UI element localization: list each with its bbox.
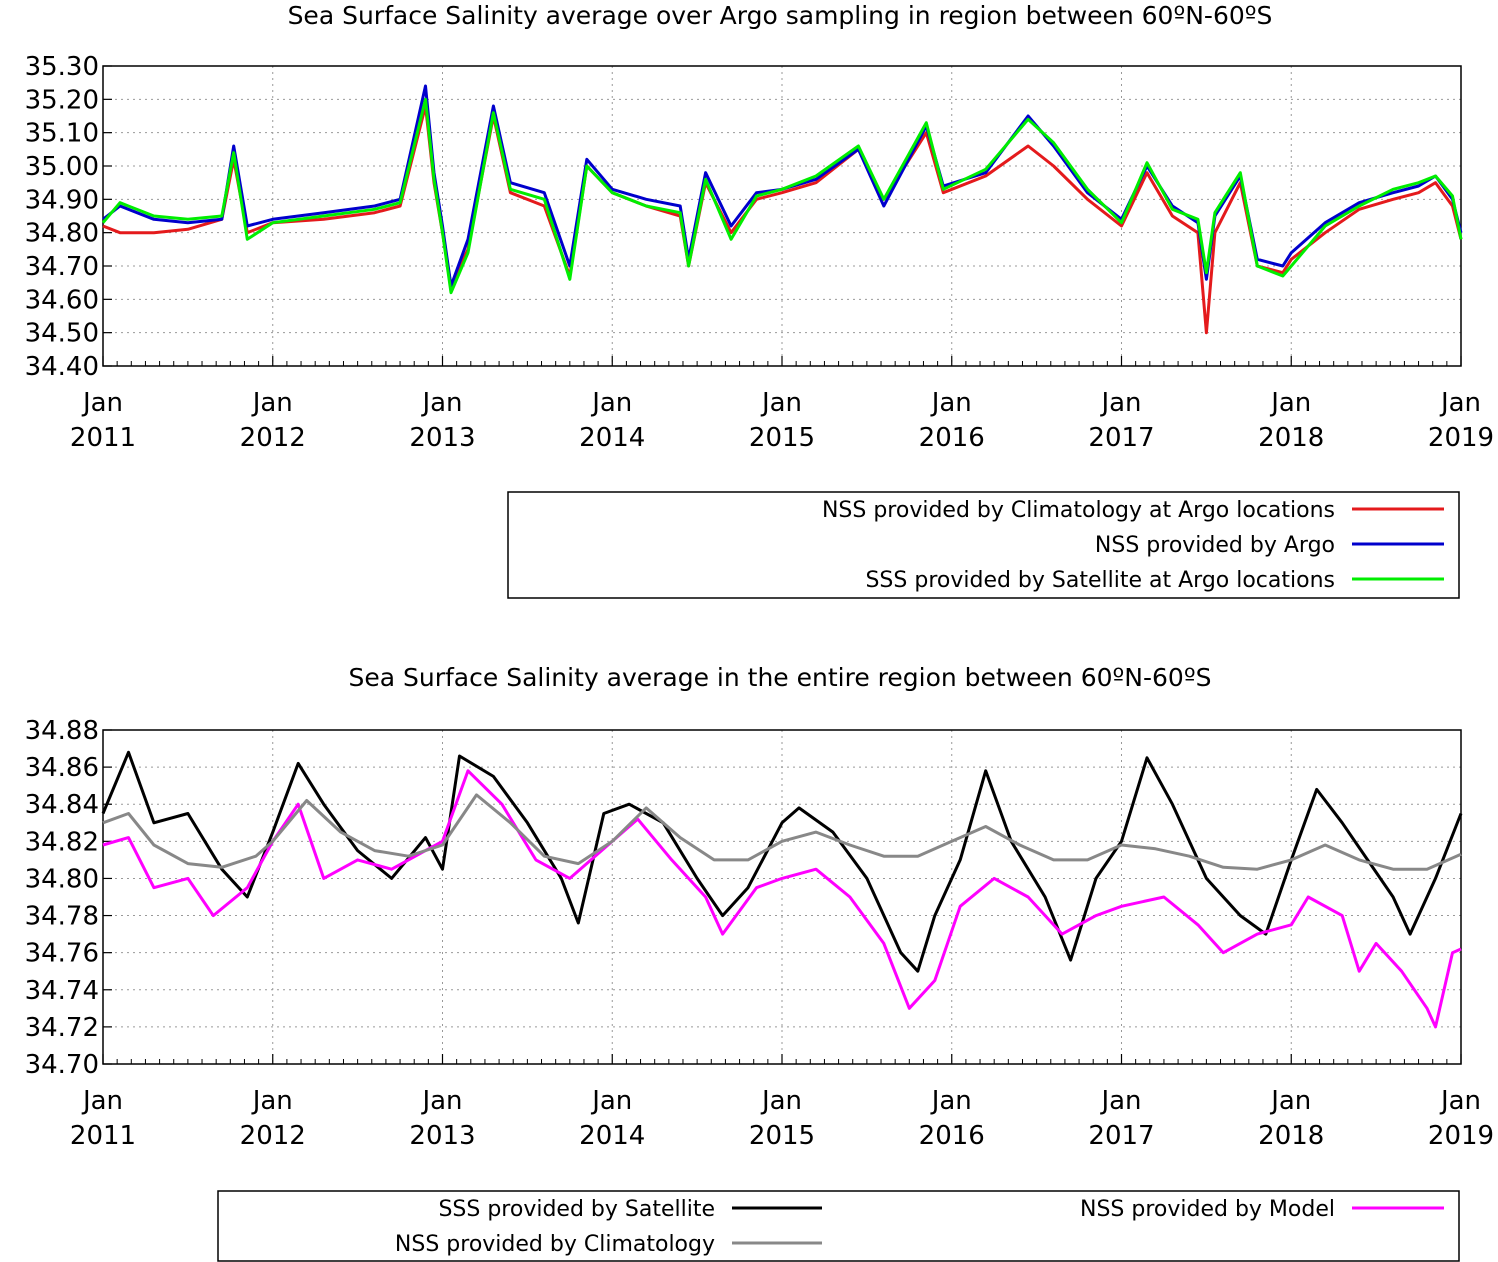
chart2-x-tick-month: Jan [590, 1086, 632, 1116]
chart2-x-tick-month: Jan [760, 1086, 802, 1116]
chart1-legend [507, 491, 1460, 599]
chart2-y-tick-label: 34.72 [25, 1013, 99, 1043]
chart2-x-tick-year: 2017 [1088, 1121, 1154, 1151]
chart2-y-tick-label: 34.82 [25, 827, 99, 857]
chart2-y-tick-label: 34.86 [25, 753, 99, 783]
chart2-y-tick-label: 34.78 [25, 902, 99, 932]
chart1-x-tick-month: Jan [1099, 388, 1141, 418]
chart1-y-tick-label: 35.00 [25, 152, 99, 182]
chart1-x-tick-month: Jan [251, 388, 293, 418]
chart2-x-tick-month: Jan [930, 1086, 972, 1116]
chart2-x-tick-year: 2019 [1428, 1121, 1494, 1151]
chart1-x-tick-year: 2011 [70, 423, 136, 453]
chart1-y-tick-label: 35.20 [25, 85, 99, 115]
chart2-y-tick-label: 34.80 [25, 864, 99, 894]
chart2-x-tick-year: 2015 [749, 1121, 815, 1151]
chart1-x-tick-month: Jan [420, 388, 462, 418]
chart1-series-line-2 [101, 97, 1463, 295]
chart1-y-tick-label: 35.10 [25, 119, 99, 149]
chart1-y-tick-label: 34.40 [25, 352, 99, 382]
chart2-x-tick-year: 2013 [409, 1121, 475, 1151]
chart2-x-tick-year: 2016 [919, 1121, 985, 1151]
chart1-x-tick-year: 2017 [1088, 423, 1154, 453]
chart1-axes: 34.40 34.50 34.60 34.70 34.80 34.90 35.0… [25, 52, 1495, 453]
chart1-y-tick-label: 34.90 [25, 185, 99, 215]
chart2-series-line-0 [101, 750, 1463, 973]
chart2-y-tick-label: 34.88 [25, 716, 99, 746]
chart1-x-tick-year: 2012 [240, 423, 306, 453]
chart2-x-tick-month: Jan [1099, 1086, 1141, 1116]
chart1-x-tick-month: Jan [760, 388, 802, 418]
chart1-x-tick-year: 2016 [919, 423, 985, 453]
chart1-legend-label-climatology-argo: NSS provided by Climatology at Argo loca… [822, 498, 1335, 523]
chart1-y-tick-label: 34.50 [25, 319, 99, 349]
chart2-y-tick-label: 34.84 [25, 790, 99, 820]
chart1-series-group [101, 84, 1463, 335]
chart2-y-tick-label: 34.70 [25, 1050, 99, 1080]
chart2-x-tick-month: Jan [420, 1086, 462, 1116]
chart2-series-group [101, 750, 1463, 1029]
chart1-x-tick-year: 2019 [1428, 423, 1494, 453]
chart2-grid [102, 729, 1462, 1065]
chart1-y-tick-label: 34.80 [25, 219, 99, 249]
chart1-y-tick-label: 34.70 [25, 252, 99, 282]
chart2-x-tick-month: Jan [1439, 1086, 1481, 1116]
chart2-title: Sea Surface Salinity average in the enti… [349, 663, 1212, 692]
chart2-x-tick-year: 2012 [240, 1121, 306, 1151]
chart2-legend-label-satellite: SSS provided by Satellite [438, 1197, 715, 1222]
chart2-legend-label-model: NSS provided by Model [1080, 1197, 1335, 1222]
chart1-x-tick-year: 2013 [409, 423, 475, 453]
chart1-legend-label-satellite-argo: SSS provided by Satellite at Argo locati… [865, 568, 1335, 593]
chart1-x-tick-year: 2018 [1258, 423, 1324, 453]
chart2-series-line-1 [102, 769, 1462, 1029]
chart2-axes: 34.70 34.72 34.74 34.76 34.78 34.80 34.8… [25, 716, 1495, 1151]
chart1-y-tick-label: 35.30 [25, 52, 99, 82]
chart2-x-tick-month: Jan [81, 1086, 123, 1116]
chart1-x-tick-year: 2014 [579, 423, 645, 453]
chart1-title: Sea Surface Salinity average over Argo s… [288, 1, 1273, 30]
chart2-x-tick-month: Jan [1269, 1086, 1311, 1116]
chart2-y-tick-label: 34.74 [25, 976, 99, 1006]
chart1-x-tick-month: Jan [1269, 388, 1311, 418]
chart1-x-tick-month: Jan [930, 388, 972, 418]
chart2-x-tick-year: 2011 [70, 1121, 136, 1151]
chart1-x-tick-month: Jan [590, 388, 632, 418]
chart1-x-tick-month: Jan [1439, 388, 1481, 418]
chart1-plot-area [102, 65, 1462, 367]
chart1-x-tick-month: Jan [81, 388, 123, 418]
chart2-plot-area [102, 729, 1462, 1065]
chart1-legend-label-argo: NSS provided by Argo [1095, 533, 1335, 558]
chart2-legend-label-climatology: NSS provided by Climatology [395, 1232, 715, 1257]
chart1-y-tick-label: 34.60 [25, 285, 99, 315]
chart2-x-tick-month: Jan [251, 1086, 293, 1116]
chart2-series-line-2 [102, 793, 1462, 871]
chart2-y-tick-label: 34.76 [25, 939, 99, 969]
chart1-x-tick-year: 2015 [749, 423, 815, 453]
chart2-x-tick-year: 2018 [1258, 1121, 1324, 1151]
chart2-x-tick-year: 2014 [579, 1121, 645, 1151]
chart2-legend [217, 1190, 1460, 1262]
